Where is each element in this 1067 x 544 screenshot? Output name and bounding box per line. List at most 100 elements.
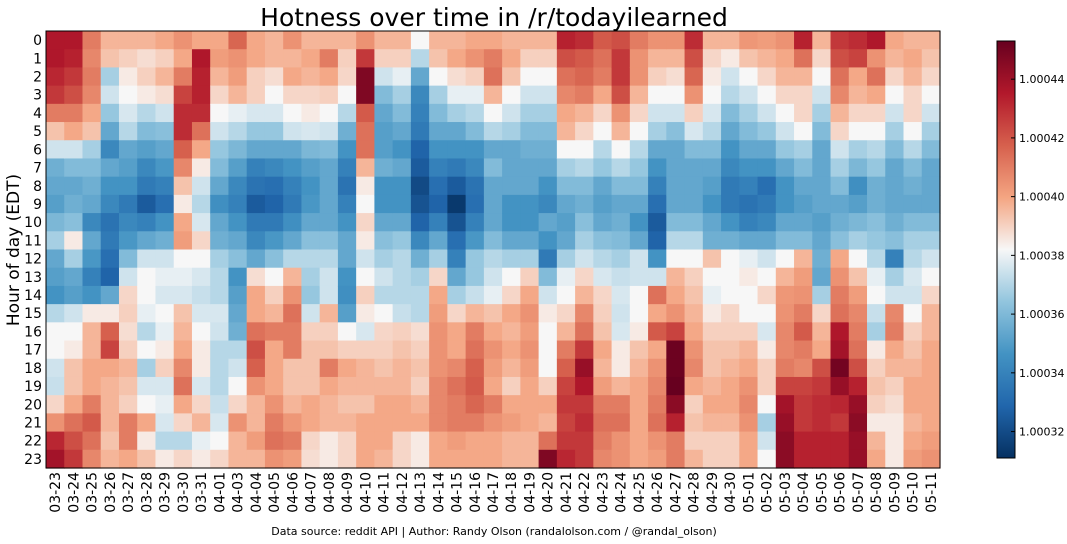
x-tick-label: 04-03 <box>231 472 247 513</box>
heatmap-cell <box>848 449 868 469</box>
heatmap-cell <box>337 413 357 433</box>
heatmap-cell <box>739 67 759 87</box>
heatmap-cell <box>82 85 102 105</box>
heatmap-cell <box>465 49 485 69</box>
heatmap-cell <box>465 158 485 178</box>
heatmap-cell <box>374 122 394 141</box>
heatmap-cell <box>593 67 613 87</box>
heatmap-cell <box>356 304 375 323</box>
heatmap-cell <box>210 449 230 469</box>
x-axis-ticks: 03-23 03-24 03-25 03-26 03-27 03-28 03-29 03-30… <box>48 472 940 513</box>
heatmap-cell <box>356 176 375 196</box>
heatmap-cell <box>739 231 759 251</box>
heatmap-cell <box>812 285 832 305</box>
heatmap-cell <box>538 213 558 232</box>
heatmap-cell <box>392 176 412 196</box>
heatmap-cell <box>210 431 230 451</box>
heatmap-cell <box>173 176 193 196</box>
heatmap-cell <box>429 49 448 69</box>
x-tick-label: 03-29 <box>158 472 174 513</box>
heatmap-cell <box>593 31 613 50</box>
heatmap-cell <box>100 340 120 360</box>
heatmap-cell <box>575 49 594 69</box>
heatmap-cell <box>283 67 303 87</box>
heatmap-cell <box>228 249 248 269</box>
heatmap-cell <box>46 122 65 141</box>
heatmap-cell <box>502 49 521 69</box>
heatmap-cell <box>100 267 120 287</box>
heatmap-cell <box>538 304 558 323</box>
heatmap-cell <box>465 31 485 50</box>
heatmap-cell <box>520 395 540 414</box>
heatmap-cell <box>885 176 905 196</box>
heatmap-cell <box>666 304 686 323</box>
heatmap-cell <box>82 304 102 323</box>
heatmap-cell <box>356 213 375 232</box>
heatmap-cell <box>319 449 339 469</box>
heatmap-cell <box>447 322 467 342</box>
heatmap-cell <box>702 213 722 232</box>
heatmap-cell <box>721 249 740 269</box>
heatmap-cell <box>155 395 175 414</box>
heatmap-cell <box>465 395 485 414</box>
heatmap-cell <box>100 413 120 433</box>
heatmap-cell <box>520 194 540 214</box>
heatmap-cell <box>611 322 631 342</box>
heatmap-cell <box>410 285 430 305</box>
heatmap-cell <box>648 267 667 287</box>
heatmap-cell <box>848 194 868 214</box>
heatmap-cell <box>429 358 448 378</box>
heatmap-cell <box>210 85 230 105</box>
heatmap-cell <box>82 285 102 305</box>
heatmap-cell <box>356 395 375 414</box>
heatmap-cell <box>246 194 266 214</box>
heatmap-cell <box>82 249 102 269</box>
heatmap-cell <box>867 49 886 69</box>
heatmap-cell <box>374 267 394 287</box>
heatmap-cell <box>429 267 448 287</box>
heatmap-cell <box>64 140 84 160</box>
heatmap-cell <box>483 249 503 269</box>
heatmap-cell <box>775 176 795 196</box>
heatmap-cell <box>155 304 175 323</box>
heatmap-cell <box>210 67 230 87</box>
heatmap-cell <box>374 213 394 232</box>
heatmap-cell <box>210 31 230 50</box>
heatmap-cell <box>812 376 832 396</box>
heatmap-cell <box>739 85 759 105</box>
heatmap-cell <box>64 340 84 360</box>
heatmap-cell <box>465 85 485 105</box>
heatmap-cell <box>356 340 375 360</box>
heatmap-cell <box>228 49 248 69</box>
heatmap-cell <box>319 85 339 105</box>
heatmap-cell <box>611 431 631 451</box>
x-tick-label: 04-08 <box>322 472 338 513</box>
heatmap-cell <box>739 285 759 305</box>
heatmap-cell <box>447 304 467 323</box>
heatmap-cell <box>794 49 813 69</box>
heatmap-cell <box>739 267 759 287</box>
heatmap-cell <box>374 140 394 160</box>
heatmap-cell <box>465 194 485 214</box>
x-tick-label: 04-27 <box>668 472 684 513</box>
heatmap-cell <box>356 85 375 105</box>
heatmap-cell <box>64 213 84 232</box>
heatmap-cell <box>283 449 303 469</box>
heatmap-cell <box>848 213 868 232</box>
y-tick-label: 21 <box>24 415 42 431</box>
heatmap-cell <box>611 249 631 269</box>
heatmap-cell <box>483 85 503 105</box>
heatmap-cell <box>374 322 394 342</box>
x-tick-label: 05-02 <box>760 472 776 513</box>
heatmap-cell <box>356 413 375 433</box>
heatmap-cell <box>301 194 321 214</box>
heatmap-cell <box>684 140 704 160</box>
heatmap-cell <box>721 376 740 396</box>
heatmap-cell <box>337 231 357 251</box>
heatmap-cell <box>46 103 65 123</box>
heatmap-cell <box>283 85 303 105</box>
heatmap-cell <box>374 194 394 214</box>
heatmap-cell <box>830 122 850 141</box>
heatmap-cell <box>173 395 193 414</box>
